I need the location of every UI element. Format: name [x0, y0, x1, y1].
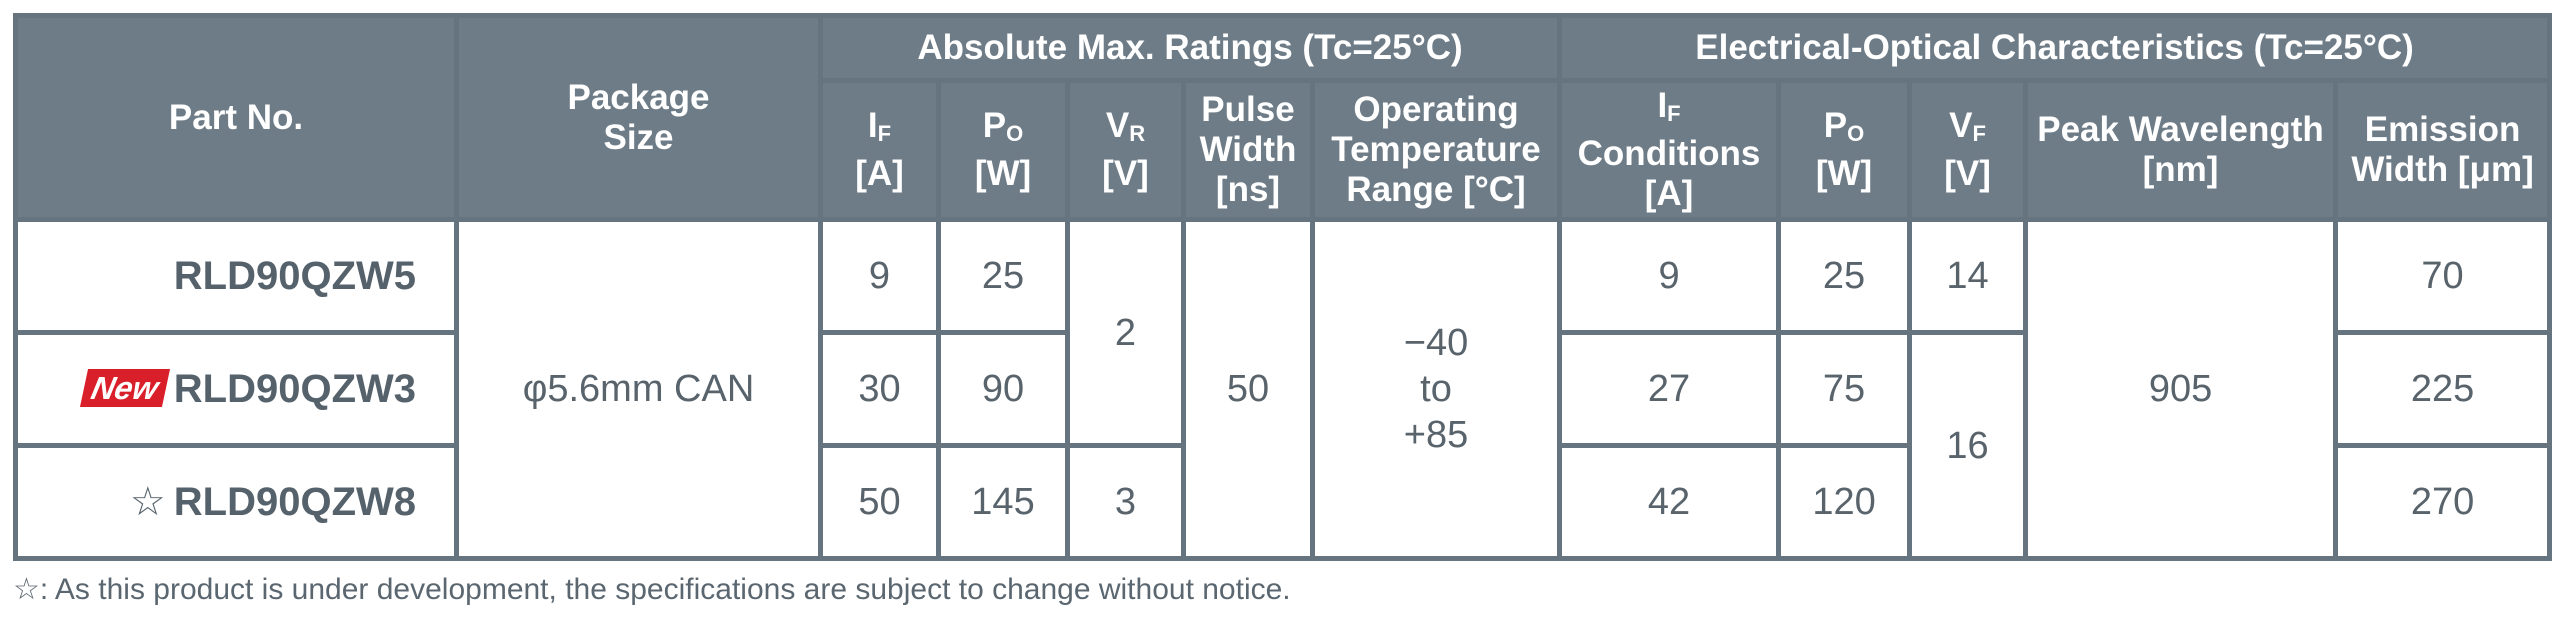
cell: 270 [2333, 443, 2553, 561]
cell: 50 [1181, 217, 1315, 561]
header-cell: Part No. [13, 13, 459, 222]
cell: 145 [936, 443, 1070, 561]
cell: 3 [1065, 443, 1186, 561]
header-cell: PO [W] [936, 78, 1070, 222]
cell: 25 [936, 217, 1070, 335]
header-cell: IF [A] [818, 78, 941, 222]
footnote: ☆: As this product is under development,… [13, 573, 1291, 606]
star-mark: ☆ [129, 480, 166, 524]
symbol: V [1949, 106, 1973, 145]
subscript: F [877, 121, 892, 146]
unit: [W] [1815, 154, 1873, 193]
symbol: I [1657, 86, 1668, 125]
subscript: O [1006, 121, 1024, 146]
cell: 42 [1557, 443, 1782, 561]
unit: [A] [855, 154, 904, 193]
part-no: RLD90QZW8 [173, 480, 416, 524]
cell: 25 [1776, 217, 1913, 335]
header-cell: Operating Temperature Range [°C] [1309, 78, 1563, 222]
cell: 905 [2023, 217, 2339, 561]
group-header: Absolute Max. Ratings (Tc=25°C) [817, 13, 1563, 83]
cell: 225 [2333, 330, 2553, 448]
part-cell: RLD90QZW5 [13, 217, 459, 335]
cell: 50 [818, 443, 941, 561]
header-cell: PO [W] [1776, 78, 1913, 222]
header-cell: IF Conditions [A] [1557, 78, 1782, 222]
symbol: V [1105, 106, 1130, 145]
cell: 70 [2333, 217, 2553, 335]
group-header: Electrical-Optical Characteristics (Tc=2… [1557, 13, 2553, 83]
cell: 120 [1776, 443, 1913, 561]
cell: 2 [1065, 217, 1186, 448]
header-cell: Package Size [454, 13, 823, 222]
symbol: P [982, 106, 1007, 145]
header-cell: Pulse Width [ns] [1181, 78, 1315, 222]
cell: 27 [1557, 330, 1782, 448]
unit: Conditions [A] [1577, 134, 1761, 213]
cell: 90 [936, 330, 1070, 448]
cell: φ5.6mm CAN [454, 217, 823, 561]
cell: 30 [818, 330, 941, 448]
symbol: I [867, 106, 878, 145]
cell: 9 [1557, 217, 1782, 335]
part-no: RLD90QZW5 [173, 254, 416, 298]
unit: [W] [974, 154, 1032, 193]
symbol: P [1823, 106, 1848, 145]
subscript: R [1129, 121, 1146, 146]
part-no: RLD90QZW3 [173, 367, 416, 411]
part-cell: New RLD90QZW3 [13, 330, 459, 448]
header-cell: VF [V] [1907, 78, 2029, 222]
cell: 75 [1776, 330, 1913, 448]
subscript: F [1972, 121, 1986, 146]
header-cell: Emission Width [μm] [2333, 78, 2553, 222]
cell: 9 [818, 217, 941, 335]
subscript: F [1667, 101, 1681, 126]
header-cell: Peak Wavelength [nm] [2023, 78, 2339, 222]
cell: 16 [1907, 330, 2029, 561]
unit: [V] [1102, 154, 1149, 193]
spec-table: Part No. Package Size Absolute Max. Rati… [13, 13, 2553, 561]
part-cell: ☆ RLD90QZW8 [13, 443, 459, 561]
header-cell: VR [V] [1065, 78, 1186, 222]
subscript: O [1847, 121, 1865, 146]
cell: −40 to +85 [1309, 217, 1563, 561]
cell: 14 [1907, 217, 2029, 335]
new-badge: New [79, 369, 170, 407]
unit: [V] [1944, 154, 1991, 193]
